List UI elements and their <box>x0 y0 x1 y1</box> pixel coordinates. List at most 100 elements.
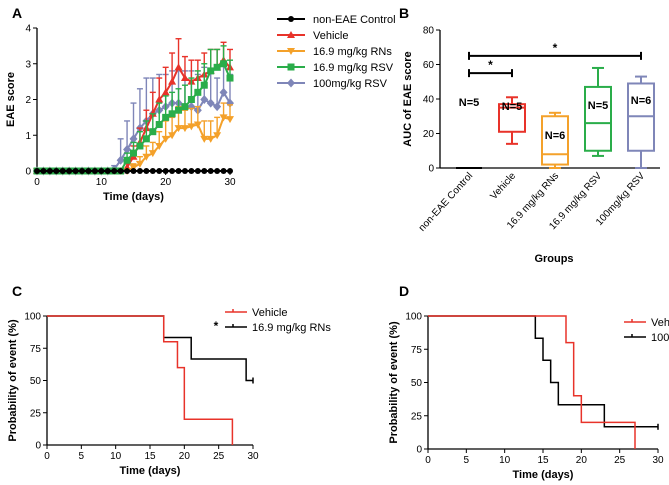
a-y-tick-label: 1 <box>25 131 31 142</box>
a-data-point <box>124 168 131 174</box>
b-y-tick-label: 60 <box>423 60 435 71</box>
a-data-point <box>226 116 234 124</box>
a-data-point <box>129 164 138 172</box>
a-data-point <box>149 128 157 136</box>
b-box-16-9-mg-kg-rsv: N=5 <box>584 66 612 157</box>
b-n-label: N=5 <box>588 100 609 112</box>
c-y-tick-label: 0 <box>35 441 41 452</box>
a-data-point <box>219 87 228 97</box>
a-data-point <box>123 145 132 155</box>
a-x-tick-label: 20 <box>160 177 172 188</box>
c-x-tick-label: 0 <box>44 451 50 462</box>
a-data-point <box>207 168 214 174</box>
a-data-point <box>136 168 143 174</box>
b-x-axis-label: Groups <box>534 253 573 265</box>
a-data-point <box>219 114 228 122</box>
a-y-tick-label: 2 <box>25 95 31 106</box>
b-box-non-eae-control: N=5 <box>456 97 482 169</box>
c-x-tick-label: 5 <box>79 451 85 462</box>
c-y-tick-label: 75 <box>30 344 42 355</box>
b-x-tick-label: Vehicle <box>488 170 518 202</box>
c-legend-label: Vehicle <box>252 307 287 319</box>
a-data-point <box>213 132 222 140</box>
a-data-point <box>175 106 183 114</box>
a-data-point <box>116 155 125 165</box>
a-data-point <box>136 142 144 150</box>
d-x-tick-label: 5 <box>464 455 470 466</box>
a-data-point <box>194 88 202 96</box>
a-data-point <box>180 74 189 82</box>
c-x-tick-label: 15 <box>144 451 156 462</box>
a-data-point <box>149 168 156 174</box>
b-n-label: N=5 <box>459 97 480 109</box>
a-legend-label: 100mg/kg RSV <box>313 78 388 90</box>
a-data-point <box>180 125 189 133</box>
a-data-point <box>162 168 169 174</box>
c-x-tick-label: 25 <box>213 451 225 462</box>
a-data-point <box>148 150 157 158</box>
a-data-point <box>213 102 222 112</box>
b-y-tick-label: 20 <box>423 129 435 140</box>
a-y-tick-label: 4 <box>25 24 31 35</box>
c-legend-label: 16.9 mg/kg RNs <box>252 322 331 334</box>
a-data-point <box>206 135 215 143</box>
a-legend-marker <box>287 63 295 71</box>
a-data-point <box>142 153 151 161</box>
a-data-point <box>123 156 131 164</box>
panel-label-b: B <box>399 5 409 21</box>
a-data-point <box>66 168 73 174</box>
a-data-point <box>85 168 92 174</box>
a-x-axis-label: Time (days) <box>103 191 164 203</box>
b-y-tick-label: 0 <box>428 164 434 175</box>
b-box-iqr <box>541 115 569 166</box>
a-data-point <box>174 63 183 71</box>
d-y-tick-label: 50 <box>411 378 423 389</box>
a-x-tick-label: 0 <box>34 177 40 188</box>
a-legend-marker <box>287 78 295 88</box>
a-data-point <box>142 135 150 143</box>
a-data-point <box>130 168 137 174</box>
a-data-point <box>187 96 195 103</box>
a-data-point <box>227 168 233 174</box>
c-y-tick-label: 25 <box>30 408 42 419</box>
a-data-point <box>34 168 40 174</box>
b-box-iqr <box>498 103 526 133</box>
b-significance-star: * <box>488 58 493 72</box>
a-x-tick-label: 30 <box>224 177 236 188</box>
a-legend-label: Vehicle <box>313 30 348 42</box>
a-data-point <box>161 135 170 143</box>
a-legend: non-EAE Control Vehicle 16.9 mg/kg RNs 16.9… <box>277 14 396 90</box>
d-curve-100mg-kg-rsv <box>428 315 658 428</box>
a-y-axis-label: EAE score <box>5 72 17 127</box>
panel-b-chart: 0 20 40 60 80 AUC of EAE score Groups N=5 non-EA… <box>402 26 660 265</box>
a-data-point <box>175 168 182 174</box>
d-y-tick-label: 25 <box>411 411 423 422</box>
a-data-point <box>135 160 144 168</box>
d-y-tick-label: 0 <box>416 445 422 456</box>
b-box-100mg-kg-rsv: N=6 <box>627 75 655 169</box>
c-y-tick-label: 100 <box>24 312 41 323</box>
a-data-point <box>98 168 105 174</box>
c-x-tick-label: 30 <box>247 451 259 462</box>
b-y-tick-label: 40 <box>423 95 435 106</box>
b-n-label: N=6 <box>545 130 566 142</box>
c-x-tick-label: 10 <box>110 451 122 462</box>
a-data-point <box>214 168 221 174</box>
a-data-point <box>53 168 60 174</box>
a-legend-marker <box>288 16 294 22</box>
a-data-point <box>155 95 164 103</box>
a-data-point <box>200 95 209 104</box>
c-significance-star: * <box>214 319 219 333</box>
a-data-point <box>181 103 189 111</box>
d-x-tick-label: 20 <box>576 455 588 466</box>
a-data-point <box>168 132 177 140</box>
a-data-point <box>129 134 138 144</box>
c-curve-16-9-mg-kg-rns <box>47 315 253 382</box>
d-x-axis-label: Time (days) <box>513 469 574 481</box>
a-data-point <box>187 123 196 131</box>
a-data-point <box>130 149 137 157</box>
d-x-tick-label: 30 <box>652 455 664 466</box>
panel-label-c: C <box>12 283 22 299</box>
c-curve-vehicle <box>47 315 234 445</box>
